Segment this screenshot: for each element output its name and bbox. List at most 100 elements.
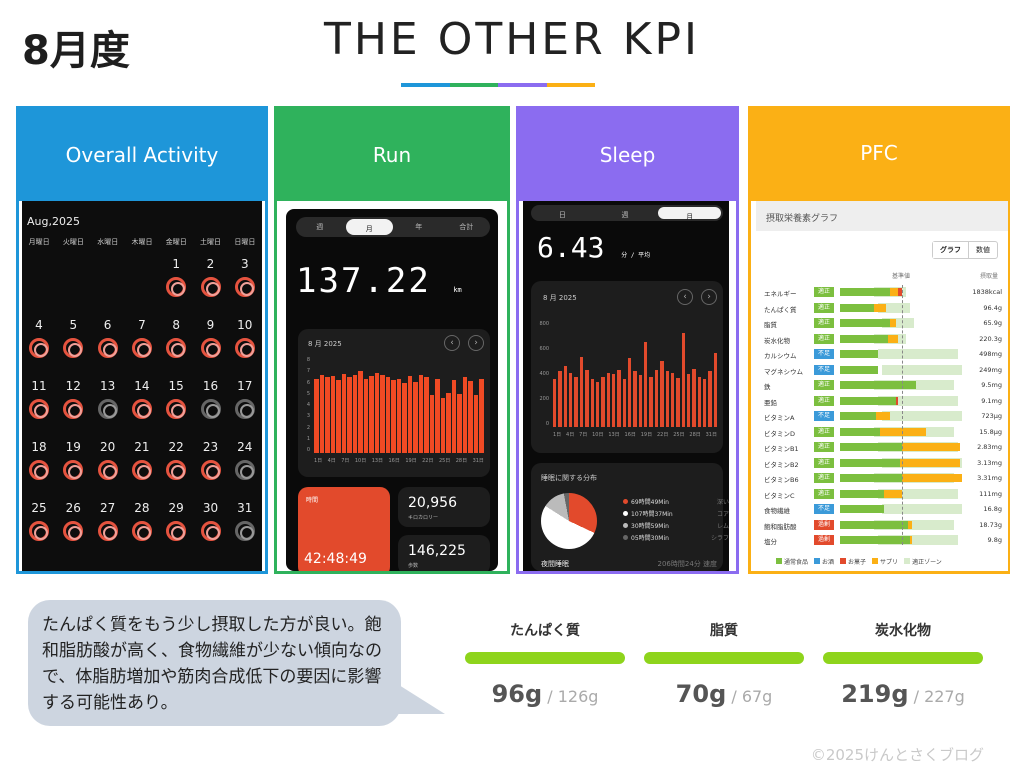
calendar-day[interactable]: 25 xyxy=(22,501,56,541)
activity-ring-icon xyxy=(97,460,118,480)
segment-2[interactable]: 月 xyxy=(658,207,722,221)
activity-ring-icon xyxy=(234,338,255,358)
activity-ring-icon xyxy=(234,460,255,480)
calendar-day[interactable]: 19 xyxy=(56,440,90,480)
nutrient-name: たんぱく質 xyxy=(764,305,797,314)
bar xyxy=(473,395,479,453)
legend-swatch-icon xyxy=(840,558,847,564)
sleep-legend-item: 69時間49Min 深い xyxy=(623,497,729,506)
adequate-zone xyxy=(878,488,958,499)
activity-ring-icon xyxy=(234,399,255,419)
status-badge: 適正 xyxy=(814,426,834,437)
calendar-day[interactable]: 5 xyxy=(56,318,90,358)
legend-dot-icon xyxy=(623,523,628,528)
axis-tick: 25日 xyxy=(673,432,685,438)
calendar-day[interactable]: 23 xyxy=(194,440,228,480)
page-title: THE OTHER KPI xyxy=(323,14,701,65)
calendar-day[interactable]: 1 xyxy=(159,257,193,297)
calendar-day[interactable]: 21 xyxy=(125,440,159,480)
bar xyxy=(314,378,319,453)
calendar-day[interactable]: 22 xyxy=(159,440,193,480)
prev-month-button[interactable]: ‹ xyxy=(444,335,460,351)
calendar-day[interactable]: 15 xyxy=(159,379,193,419)
calendar-day[interactable]: 2 xyxy=(194,257,228,297)
sleep-period-selector[interactable]: 日週月 xyxy=(531,205,723,221)
activity-ring-icon xyxy=(97,338,118,358)
macro-value: 70g / 67g xyxy=(644,680,804,708)
activity-month: Aug,2025 xyxy=(27,215,80,228)
copyright: ©2025けんとさくブログ xyxy=(810,746,984,764)
calendar-day[interactable]: 10 xyxy=(228,318,262,358)
macro-amount: 219g xyxy=(841,680,909,708)
intake-bar xyxy=(840,288,902,296)
calendar-day[interactable]: 18 xyxy=(22,440,56,480)
calendar-day[interactable]: 29 xyxy=(159,501,193,541)
status-badge: 過剰 xyxy=(814,519,834,530)
axis-tick: 5 xyxy=(306,390,310,397)
calendar-day[interactable]: 20 xyxy=(91,440,125,480)
calendar-day[interactable]: 14 xyxy=(125,379,159,419)
calendar-day[interactable]: 6 xyxy=(91,318,125,358)
calendar-day[interactable]: 27 xyxy=(91,501,125,541)
calendar-day[interactable]: 16 xyxy=(194,379,228,419)
calendar-day[interactable]: 30 xyxy=(194,501,228,541)
segment-0[interactable]: 週 xyxy=(316,223,324,231)
intake-bar xyxy=(840,489,902,498)
calendar-day[interactable]: 24 xyxy=(228,440,262,480)
food-segment xyxy=(840,334,888,343)
run-period-selector[interactable]: 週 月 年 合計 xyxy=(296,217,490,237)
night-sleep-label: 夜間睡眠 xyxy=(541,560,569,568)
macro-value: 219g / 227g xyxy=(823,680,983,708)
calendar-day[interactable]: 3 xyxy=(228,257,262,297)
snack-segment xyxy=(876,412,890,420)
month-label: 8月度 xyxy=(22,28,130,74)
food-segment xyxy=(840,381,916,389)
calendar-day[interactable]: 26 xyxy=(56,501,90,541)
pfc-panel-title: PFC xyxy=(751,109,1007,201)
segment-2[interactable]: 年 xyxy=(415,223,423,231)
calendar-day[interactable]: 31 xyxy=(228,501,262,541)
segment-1[interactable]: 月 xyxy=(345,219,393,235)
axis-tick: 4日 xyxy=(327,458,336,464)
sleep-legend-item: 30時間59Min レム xyxy=(623,521,729,530)
calendar-day[interactable]: 4 xyxy=(22,318,56,358)
calendar-day[interactable]: 9 xyxy=(194,318,228,358)
nutrient-name: ビタミンC xyxy=(764,491,795,500)
sleep-chart-card: 8 月 2025 ‹ › 800 600 400 200 0 1日 4日 7日 10日 13日 1… xyxy=(531,281,723,453)
segment-0[interactable]: 日 xyxy=(558,211,566,219)
legend-label: 107時間37Min xyxy=(631,511,673,518)
segment-3[interactable]: 合計 xyxy=(459,223,474,231)
supp-segment xyxy=(884,489,902,498)
axis-tick: 28日 xyxy=(455,458,468,464)
run-x-axis: 1日 4日 7日 10日 13日 16日 19日 22日 25日 28日 31日 xyxy=(314,457,484,464)
sleep-prev-month-button[interactable]: ‹ xyxy=(677,289,693,305)
axis-tick: 19日 xyxy=(640,432,653,438)
axis-tick: 2 xyxy=(306,424,310,431)
nutrient-qty: 3.13mg xyxy=(977,458,1002,467)
calendar-day[interactable]: 7 xyxy=(125,318,159,358)
sleep-next-month-button[interactable]: › xyxy=(701,289,717,305)
tab-graph[interactable]: グラフ xyxy=(933,242,969,258)
macro-item: 脂質 70g / 67g xyxy=(644,620,804,708)
bar xyxy=(569,372,573,427)
segment-1[interactable]: 週 xyxy=(621,211,629,219)
axis-tick: 25日 xyxy=(438,458,451,464)
calendar-day[interactable]: 28 xyxy=(125,501,159,541)
bar xyxy=(686,374,691,427)
axis-tick: 10日 xyxy=(592,432,604,438)
calendar-day[interactable]: 17 xyxy=(228,379,262,419)
sleep-y-axis: 800 600 400 200 0 xyxy=(533,321,549,427)
day-number: 2 xyxy=(206,257,215,271)
food-segment xyxy=(840,427,880,436)
run-panel-title: Run xyxy=(277,109,507,201)
run-chart-card: 8 月 2025 ‹ › 8 7 6 5 4 3 2 1 0 1日 4日 7日 10日 13日 16日 19… xyxy=(298,329,490,477)
calendar-day[interactable]: 13 xyxy=(91,379,125,419)
tab-numbers[interactable]: 数値 xyxy=(976,246,990,254)
calendar-day[interactable]: 12 xyxy=(56,379,90,419)
nutrient-row: ビタミンB1 適正 2.83mg xyxy=(756,440,1008,455)
next-month-button[interactable]: › xyxy=(468,335,484,351)
nutrient-qty: 9.1mg xyxy=(981,396,1002,405)
calendar-day[interactable]: 8 xyxy=(159,318,193,358)
calendar-day[interactable]: 11 xyxy=(22,379,56,419)
